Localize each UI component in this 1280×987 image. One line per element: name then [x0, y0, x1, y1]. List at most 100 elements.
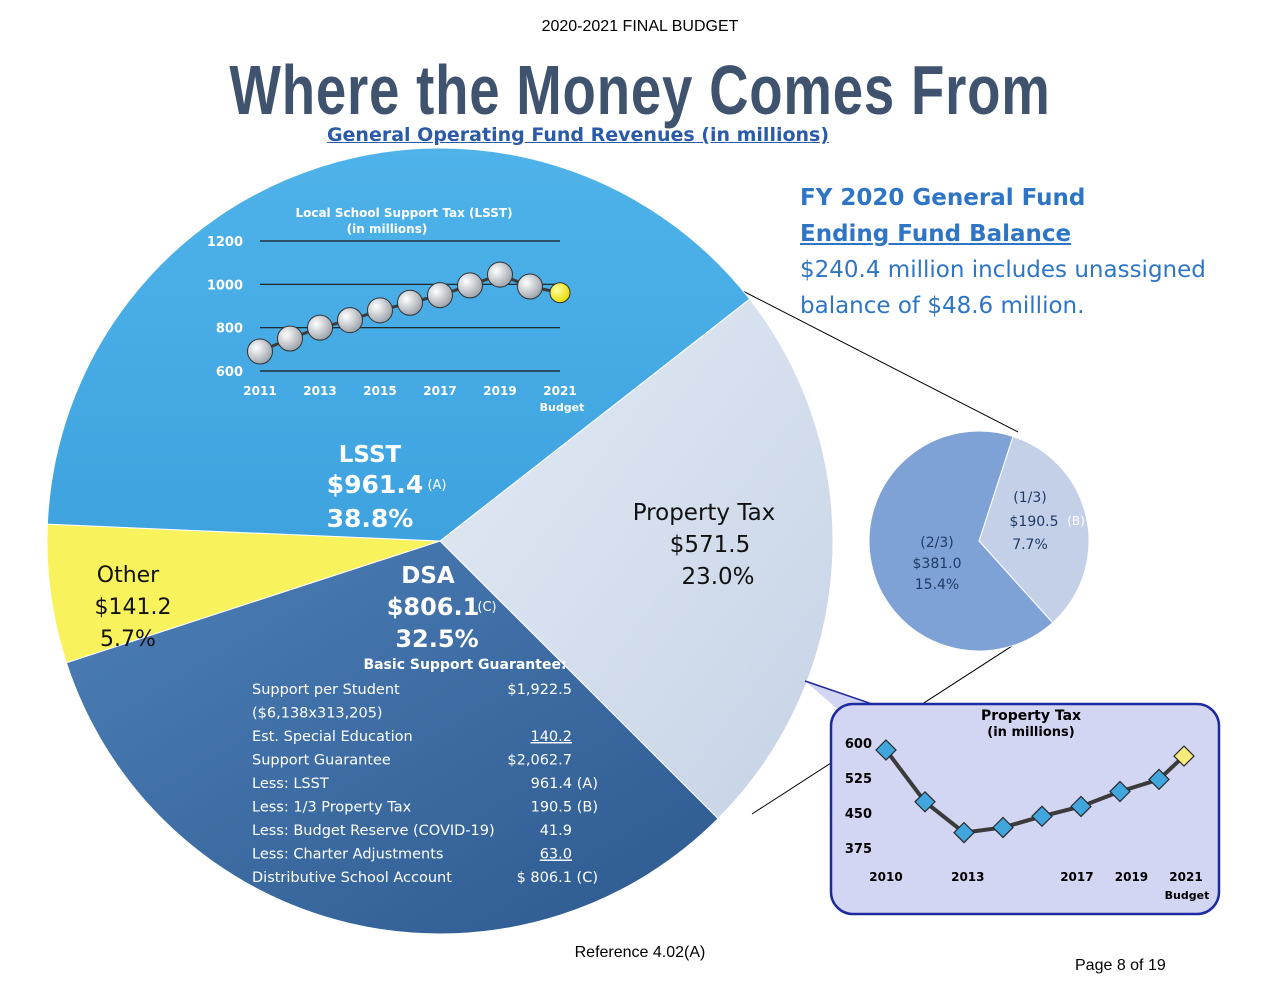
property-tax-split-pie — [868, 430, 1090, 652]
lsst-xtick-label: 2015 — [363, 384, 396, 398]
chart-subtitle: General Operating Fund Revenues (in mill… — [326, 124, 830, 146]
dsa-row-label: ($6,138x313,205) — [252, 706, 383, 722]
lsst-point — [247, 338, 273, 365]
lsst-point — [307, 314, 333, 341]
dsa-table-heading: Basic Support Guarantee: — [363, 657, 566, 673]
other-value-label: $141.2 — [95, 595, 172, 620]
two-thirds-value-label: $381.0 — [913, 556, 962, 572]
property-tax-value-label: $571.5 — [670, 532, 750, 558]
lsst-xtick-label: 2019 — [483, 384, 516, 398]
pt-point — [1031, 805, 1053, 828]
fund-balance-note: FY 2020 General Fund Ending Fund Balance… — [800, 180, 1260, 324]
pt-xtick-label: 2021 — [1169, 870, 1202, 884]
one-third-percent-label: 7.7% — [1012, 537, 1048, 553]
pt-point — [1070, 795, 1092, 818]
dsa-row-label: Less: 1/3 Property Tax — [252, 800, 412, 816]
fund-balance-heading: FY 2020 General Fund — [800, 185, 1086, 211]
lsst-point — [517, 273, 543, 300]
dsa-row-value: 63.0 — [540, 847, 572, 863]
dsa-row-value: $2,062.7 — [507, 753, 572, 769]
lsst-point — [487, 261, 513, 288]
dsa-row-label: Less: Charter Adjustments — [252, 847, 444, 863]
pie-slice-dsa — [65, 540, 719, 935]
pt-point — [1148, 768, 1170, 791]
connector-line — [734, 286, 1019, 433]
dsa-row-value: 961.4 (A) — [531, 776, 598, 792]
dsa-row-label: Distributive School Account — [252, 870, 452, 886]
main-pie-labels: LSST $961.4 (A) 38.8% Property Tax $571.… — [95, 442, 776, 653]
lsst-point — [337, 307, 363, 334]
dsa-row-value: $ 806.1 (C) — [517, 870, 598, 886]
fund-balance-line: balance of $48.6 million. — [800, 293, 1085, 319]
lsst-ytick-label: 600 — [216, 365, 243, 380]
property-tax-percent-label: 23.0% — [681, 564, 754, 590]
callout-box — [829, 702, 1221, 916]
dsa-row-value: 140.2 — [530, 729, 572, 745]
main-pie-chart — [46, 147, 834, 935]
dsa-row-label: Less: LSST — [252, 776, 329, 792]
dsa-row-value: $1,922.5 — [507, 682, 572, 698]
dsa-value-label: $806.1 — [387, 593, 480, 621]
pt-ytick-label: 600 — [845, 737, 872, 752]
page-number: Page 8 of 19 — [1075, 957, 1166, 974]
lsst-point — [277, 325, 303, 352]
one-third-value-label: $190.5 — [1010, 514, 1059, 530]
property-tax-label: Property Tax — [633, 500, 776, 526]
property-tax-split-labels: (1/3) $190.5 (B) 7.7% (2/3) $381.0 15.4% — [913, 490, 1085, 593]
pt-point — [992, 816, 1014, 839]
pt-xtick-label: 2019 — [1115, 870, 1148, 884]
pt-ytick-label: 450 — [845, 807, 872, 822]
lsst-value-label: $961.4 — [327, 470, 423, 499]
footer-reference: Reference 4.02(A) — [574, 944, 706, 961]
dsa-label: DSA — [401, 563, 455, 589]
pie-slice-other — [46, 523, 441, 664]
one-third-note-label: (B) — [1067, 514, 1085, 528]
lsst-xtick-label: 2017 — [423, 384, 456, 398]
pt-ytick-label: 375 — [845, 842, 872, 857]
dsa-row-label: Support Guarantee — [252, 753, 391, 769]
lsst-label: LSST — [339, 442, 402, 468]
dsa-note-label: (C) — [477, 600, 496, 615]
dsa-row-value: 190.5 (B) — [531, 800, 598, 816]
lsst-point — [367, 297, 393, 324]
pt-chart-title: Property Tax — [981, 708, 1081, 724]
lsst-chart-subtitle: (in millions) — [347, 222, 428, 236]
split-slice-one-third — [978, 435, 1090, 624]
lsst-xtick-label: 2021 — [543, 384, 576, 398]
lsst-line-chart: Local School Support Tax (LSST) (in mill… — [207, 206, 585, 414]
page-title: Where the Money Comes From — [229, 51, 1051, 129]
pt-xtick-label: 2010 — [869, 870, 902, 884]
other-label: Other — [97, 563, 160, 588]
document-header: 2020-2021 FINAL BUDGET — [541, 18, 739, 35]
lsst-xtick-label: 2013 — [303, 384, 336, 398]
fund-balance-subheading: Ending Fund Balance — [800, 221, 1072, 247]
lsst-ytick-label: 800 — [216, 322, 243, 337]
dsa-breakdown-table: Basic Support Guarantee: Support per Stu… — [252, 657, 598, 886]
split-slice-two-thirds — [868, 430, 1054, 652]
pie-slice-property-tax — [439, 298, 834, 820]
pt-xtick-label: 2017 — [1060, 870, 1093, 884]
lsst-point — [427, 282, 453, 309]
lsst-xtick-label: 2011 — [243, 384, 276, 398]
lsst-xtick-budget-label: Budget — [540, 401, 585, 414]
lsst-ytick-label: 1000 — [207, 278, 243, 293]
two-thirds-fraction-label: (2/3) — [920, 535, 953, 551]
dsa-percent-label: 32.5% — [395, 625, 478, 653]
pt-point — [1109, 780, 1131, 803]
property-tax-line-chart: 600 525 450 375 2010 2013 2017 2019 2021 Budget — [845, 737, 1209, 902]
lsst-point — [457, 272, 483, 299]
pt-point — [875, 739, 897, 761]
lsst-chart-title: Local School Support Tax (LSST) — [295, 206, 512, 220]
pt-point-budget — [1173, 745, 1195, 767]
dsa-row-value: 41.9 — [540, 823, 572, 839]
lsst-point-budget — [549, 282, 571, 304]
property-tax-callout: Property Tax (in millions) — [804, 680, 1221, 916]
pt-point — [953, 821, 975, 844]
lsst-ytick-label: 1200 — [207, 235, 243, 250]
dsa-row-label: Est. Special Education — [252, 729, 413, 745]
pt-point — [914, 790, 936, 813]
other-percent-label: 5.7% — [100, 627, 156, 652]
lsst-note-label: (A) — [427, 478, 446, 493]
dsa-row-label: Support per Student — [252, 682, 400, 698]
